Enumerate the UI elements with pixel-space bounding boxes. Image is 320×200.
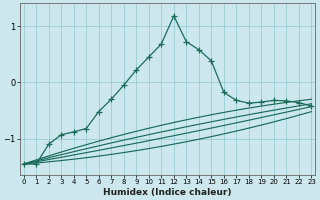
X-axis label: Humidex (Indice chaleur): Humidex (Indice chaleur)	[103, 188, 232, 197]
